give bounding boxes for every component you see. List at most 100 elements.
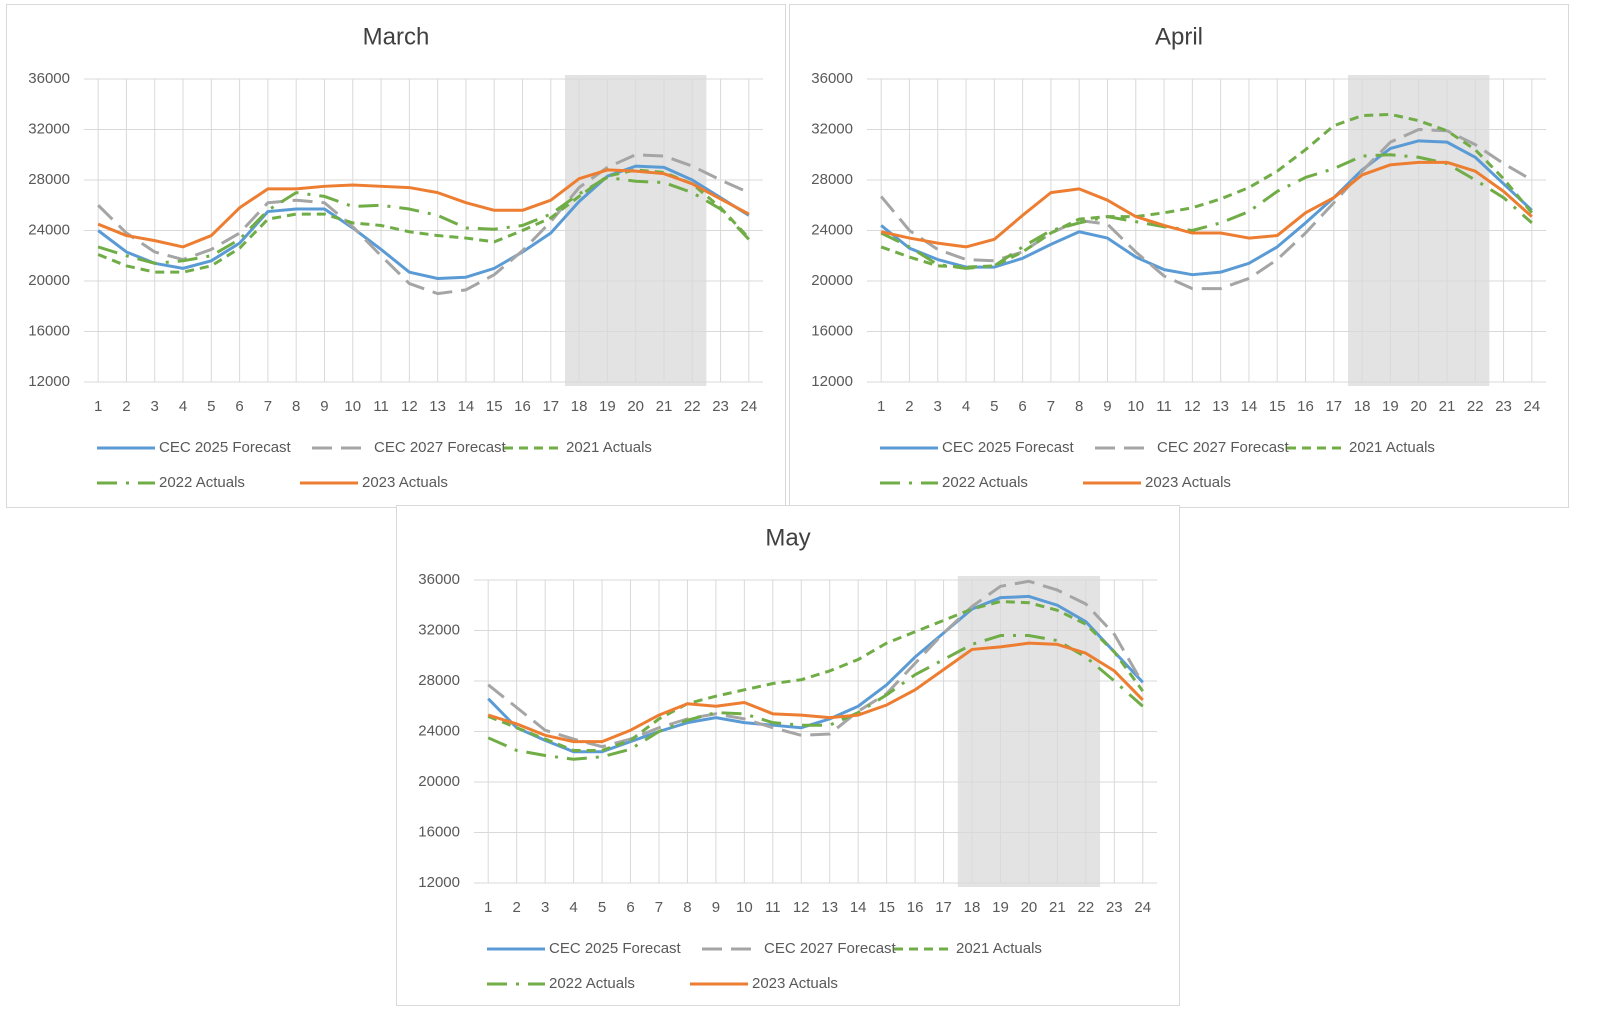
x-tick-label: 17	[542, 398, 559, 415]
y-tick-label: 16000	[811, 322, 853, 339]
x-tick-label: 3	[541, 899, 549, 916]
legend-label: 2022 Actuals	[549, 975, 635, 992]
y-tick-label: 32000	[418, 621, 460, 638]
y-tick-label: 12000	[811, 373, 853, 390]
x-tick-label: 2	[513, 899, 521, 916]
x-tick-label: 5	[598, 899, 606, 916]
x-tick-label: 9	[320, 398, 328, 415]
x-tick-label: 9	[1103, 398, 1111, 415]
x-tick-label: 7	[655, 899, 663, 916]
x-tick-label: 19	[992, 899, 1009, 916]
legend-label: 2023 Actuals	[362, 474, 448, 491]
y-tick-label: 24000	[28, 221, 70, 238]
series-line	[879, 128, 1533, 291]
y-tick-label: 28000	[811, 171, 853, 188]
x-tick-label: 17	[1325, 398, 1342, 415]
x-tick-label: 12	[401, 398, 418, 415]
series-line	[97, 153, 750, 296]
x-tick-label: 4	[179, 398, 187, 415]
x-tick-label: 3	[934, 398, 942, 415]
chart-title: May	[765, 524, 810, 551]
x-tick-label: 18	[571, 398, 588, 415]
chart-title: March	[363, 23, 430, 50]
x-tick-label: 11	[765, 899, 781, 916]
x-tick-label: 20	[627, 398, 644, 415]
chart-title: April	[1155, 23, 1203, 50]
legend-label: CEC 2027 Forecast	[374, 439, 507, 456]
legend-label: 2023 Actuals	[752, 975, 838, 992]
x-tick-label: 10	[1127, 398, 1144, 415]
y-tick-label: 36000	[418, 571, 460, 588]
x-tick-label: 19	[599, 398, 616, 415]
x-tick-label: 21	[656, 398, 673, 415]
x-tick-label: 23	[1106, 899, 1123, 916]
series-line	[880, 153, 1533, 270]
x-tick-label: 12	[1184, 398, 1201, 415]
series-line	[487, 599, 1144, 752]
x-tick-label: 10	[344, 398, 361, 415]
legend-label: 2022 Actuals	[942, 474, 1028, 491]
x-tick-label: 7	[1047, 398, 1055, 415]
x-tick-label: 15	[1269, 398, 1286, 415]
y-tick-label: 16000	[418, 823, 460, 840]
chart: March 12000 16000 20000 24000 28000 32000 36000…	[28, 23, 763, 491]
x-tick-label: 2	[122, 398, 130, 415]
x-tick-label: 21	[1439, 398, 1456, 415]
x-tick-label: 20	[1021, 899, 1038, 916]
x-tick-label: 23	[1495, 398, 1512, 415]
y-tick-label: 32000	[28, 120, 70, 137]
x-tick-label: 14	[458, 398, 475, 415]
legend-label: CEC 2025 Forecast	[549, 940, 682, 957]
x-tick-label: 5	[990, 398, 998, 415]
y-tick-label: 16000	[28, 322, 70, 339]
x-tick-label: 8	[1075, 398, 1083, 415]
x-tick-label: 24	[1524, 398, 1541, 415]
x-tick-label: 8	[683, 899, 691, 916]
chart-panel: May 12000 16000 20000 24000 28000 32000 36000 1 2…	[396, 505, 1180, 1006]
x-tick-label: 22	[1467, 398, 1484, 415]
series-line	[487, 641, 1144, 744]
x-tick-label: 21	[1049, 899, 1066, 916]
x-tick-label: 4	[569, 899, 577, 916]
legend-label: 2021 Actuals	[1349, 439, 1435, 456]
x-tick-label: 9	[712, 899, 720, 916]
legend-label: CEC 2025 Forecast	[159, 439, 292, 456]
series-line	[97, 168, 750, 249]
series-line	[97, 175, 750, 265]
x-tick-label: 18	[1354, 398, 1371, 415]
y-tick-label: 24000	[418, 722, 460, 739]
legend-label: CEC 2027 Forecast	[764, 940, 897, 957]
y-tick-label: 28000	[418, 672, 460, 689]
y-tick-label: 12000	[28, 373, 70, 390]
x-tick-label: 20	[1410, 398, 1427, 415]
series-line	[487, 579, 1145, 749]
legend-label: CEC 2025 Forecast	[942, 439, 1075, 456]
x-tick-label: 17	[935, 899, 952, 916]
x-tick-label: 1	[484, 899, 492, 916]
x-tick-label: 22	[684, 398, 701, 415]
series-line	[880, 112, 1534, 269]
chart-panel: April 12000 16000 20000 24000 28000 32000 36000…	[789, 4, 1569, 508]
x-tick-label: 24	[741, 398, 758, 415]
y-tick-label: 20000	[28, 272, 70, 289]
x-tick-label: 3	[151, 398, 159, 415]
y-tick-label: 36000	[811, 70, 853, 87]
y-tick-label: 32000	[811, 120, 853, 137]
x-tick-label: 16	[907, 899, 924, 916]
x-tick-label: 24	[1134, 899, 1151, 916]
x-tick-label: 2	[905, 398, 913, 415]
x-tick-label: 23	[712, 398, 729, 415]
x-tick-label: 8	[292, 398, 300, 415]
x-tick-label: 16	[514, 398, 531, 415]
x-tick-label: 13	[1212, 398, 1229, 415]
y-tick-label: 28000	[28, 171, 70, 188]
y-tick-label: 36000	[28, 70, 70, 87]
legend-label: 2023 Actuals	[1145, 474, 1231, 491]
legend-label: CEC 2027 Forecast	[1157, 439, 1290, 456]
x-tick-label: 22	[1078, 899, 1095, 916]
x-tick-label: 13	[821, 899, 838, 916]
x-tick-label: 15	[486, 398, 503, 415]
legend-label: 2022 Actuals	[159, 474, 245, 491]
